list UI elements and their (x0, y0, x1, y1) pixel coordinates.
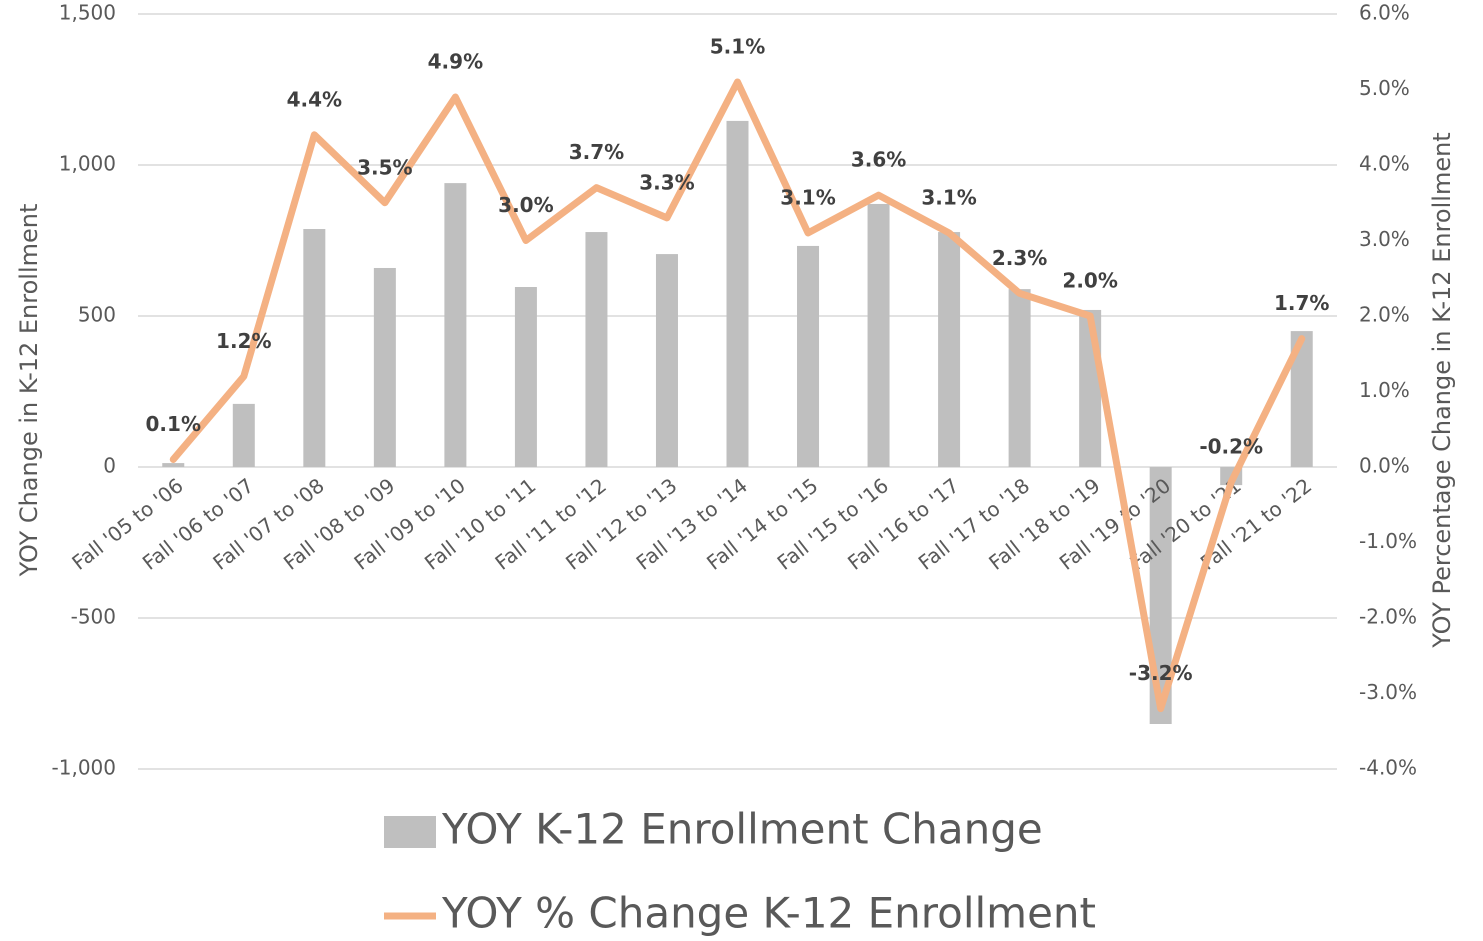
data-label: 3.1% (921, 185, 976, 209)
data-label: 2.0% (1062, 269, 1117, 293)
y-axis-title: YOY Change in K-12 Enrollment (15, 204, 43, 578)
data-label: 3.7% (569, 140, 624, 164)
bar (726, 120, 749, 468)
y2-tick-label: 0.0% (1359, 454, 1410, 478)
bar (655, 254, 678, 467)
data-label: 3.1% (780, 185, 835, 209)
y2-tick-label: -3.0% (1359, 680, 1417, 704)
y-tick-label: 1,500 (59, 1, 116, 25)
data-label: 4.9% (428, 50, 483, 74)
data-label: 4.4% (287, 87, 342, 111)
bar (867, 203, 890, 467)
bar (444, 183, 467, 467)
line (169, 78, 1306, 713)
y-tick-label: 500 (78, 303, 116, 327)
data-label: 0.1% (146, 412, 201, 436)
data-label: 1.2% (216, 329, 271, 353)
bar (1290, 331, 1313, 467)
data-label: 3.3% (639, 170, 694, 194)
y-tick-label: -1,000 (52, 756, 116, 780)
legend-label: YOY % Change K-12 Enrollment (441, 889, 1096, 938)
legend-label: YOY K-12 Enrollment Change (441, 805, 1043, 854)
y2-tick-label: -4.0% (1359, 756, 1417, 780)
y2-tick-label: 2.0% (1359, 303, 1410, 327)
data-label: -3.2% (1129, 661, 1193, 685)
y2-tick-label: -1.0% (1359, 529, 1417, 553)
data-label: 1.7% (1274, 291, 1329, 315)
data-label: 3.0% (498, 193, 553, 217)
bar (373, 267, 396, 467)
bar (585, 232, 608, 467)
bar (162, 463, 185, 467)
y2-tick-label: 3.0% (1359, 227, 1410, 251)
bar (938, 232, 961, 467)
bar (514, 287, 537, 467)
y2-axis-title: YOY Percentage Change in K-12 Enrollment (1428, 132, 1456, 648)
bar (797, 245, 820, 467)
y-tick-label: 0 (103, 454, 116, 478)
y2-tick-label: -2.0% (1359, 605, 1417, 629)
data-label: 3.5% (357, 155, 412, 179)
data-label: 5.1% (710, 34, 765, 58)
legend-swatch (384, 816, 436, 848)
y2-tick-label: 1.0% (1359, 378, 1410, 402)
bar (303, 229, 326, 467)
bar (232, 403, 255, 467)
y-tick-label: 1,000 (59, 152, 116, 176)
data-label: 3.6% (851, 148, 906, 172)
y-tick-label: -500 (71, 605, 116, 629)
y2-tick-label: 4.0% (1359, 152, 1410, 176)
y2-tick-label: 5.0% (1359, 76, 1410, 100)
data-label: -0.2% (1199, 435, 1263, 459)
y2-tick-label: 6.0% (1359, 1, 1410, 25)
bar (1008, 289, 1031, 467)
data-label: 2.3% (992, 246, 1047, 270)
